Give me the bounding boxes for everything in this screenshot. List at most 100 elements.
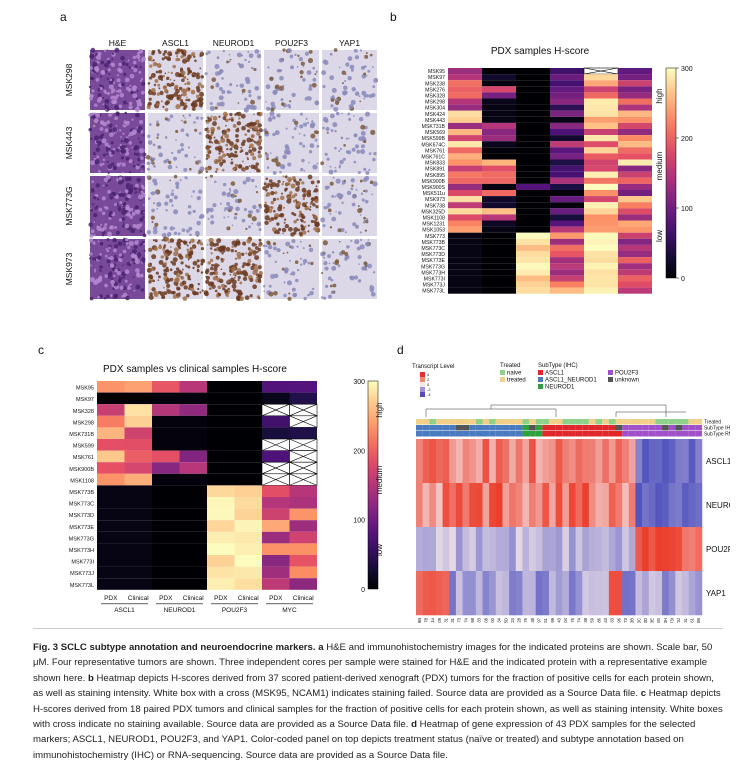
ihc-cell bbox=[349, 64, 355, 70]
ihc-cell bbox=[302, 247, 305, 250]
c-heat-cell bbox=[234, 520, 262, 532]
ihc-cell bbox=[127, 194, 132, 199]
b-colorbar bbox=[665, 67, 677, 279]
c-heat-cell bbox=[152, 520, 180, 532]
ihc-cell bbox=[120, 55, 126, 61]
ihc-cell bbox=[308, 86, 313, 91]
b-heat-cell bbox=[482, 220, 516, 227]
ihc-cell bbox=[363, 189, 366, 193]
ihc-cell bbox=[266, 166, 270, 169]
ihc-cell bbox=[334, 130, 337, 133]
ihc-cell bbox=[114, 225, 118, 230]
c-heat-cell bbox=[262, 531, 290, 544]
ihc-cell bbox=[108, 113, 112, 117]
ihc-cell bbox=[122, 276, 126, 279]
ihc-cell bbox=[152, 226, 158, 231]
ihc-cell bbox=[237, 102, 240, 104]
ihc-cell bbox=[299, 70, 304, 75]
ihc-cell bbox=[339, 159, 344, 165]
ihc-cell bbox=[301, 181, 305, 185]
ihc-cell bbox=[199, 67, 202, 70]
ihc-cell bbox=[235, 112, 239, 115]
d-heat-cell bbox=[522, 571, 530, 616]
ihc-cell bbox=[88, 127, 92, 132]
ihc-cell bbox=[295, 124, 298, 128]
ihc-cell bbox=[365, 268, 368, 271]
d-track-ihc-cell bbox=[502, 425, 510, 431]
ihc-cell bbox=[131, 66, 134, 70]
d-heat-cell bbox=[515, 439, 523, 484]
ihc-cell bbox=[118, 69, 123, 74]
d-track-treated-cell bbox=[582, 419, 589, 425]
ihc-cell bbox=[360, 65, 365, 70]
ihc-cell bbox=[165, 279, 169, 284]
ihc-cell bbox=[151, 60, 153, 62]
ihc-cell bbox=[270, 273, 276, 279]
d-transcript-swatch bbox=[420, 377, 425, 382]
d-heat-cell bbox=[568, 483, 576, 528]
d-heat-cell bbox=[502, 527, 510, 572]
ihc-cell bbox=[175, 185, 180, 189]
ihc-cell bbox=[197, 287, 200, 291]
ihc-cell bbox=[211, 77, 217, 83]
b-heat-cell bbox=[516, 122, 550, 129]
b-heat-cell bbox=[584, 275, 618, 282]
ihc-cell bbox=[156, 133, 160, 137]
d-sample-label: MSK586 bbox=[596, 617, 601, 623]
ihc-cell bbox=[248, 94, 252, 98]
b-heat-cell bbox=[618, 214, 652, 221]
b-heat-cell bbox=[618, 159, 652, 166]
ihc-cell bbox=[248, 122, 252, 126]
ihc-cell bbox=[298, 132, 301, 135]
ihc-cell bbox=[98, 275, 103, 279]
ihc-cell bbox=[102, 121, 107, 127]
ihc-cell bbox=[163, 226, 168, 230]
d-track-treated-cell bbox=[622, 419, 629, 425]
ihc-cell bbox=[254, 49, 260, 54]
ihc-cell bbox=[106, 153, 109, 156]
b-heat-cell bbox=[584, 135, 618, 142]
ihc-cell bbox=[112, 287, 115, 291]
ihc-cell bbox=[234, 274, 237, 277]
c-missing-cross bbox=[261, 403, 290, 417]
ihc-cell bbox=[357, 208, 363, 214]
ihc-cell bbox=[314, 222, 319, 228]
ihc-cell bbox=[158, 87, 161, 90]
ihc-cell bbox=[182, 114, 185, 117]
d-track-treated-cell bbox=[608, 419, 616, 425]
d-sample-label: MSK373 bbox=[457, 617, 462, 623]
b-sample-label: MSK511u bbox=[423, 191, 446, 197]
ihc-cell bbox=[247, 258, 252, 263]
ihc-tile bbox=[320, 111, 377, 175]
ihc-cell bbox=[190, 102, 196, 108]
ihc-cell bbox=[124, 120, 130, 126]
b-heat-cell bbox=[584, 220, 618, 227]
c-heat-cell bbox=[207, 543, 235, 555]
d-heat-cell bbox=[482, 439, 490, 484]
ihc-cell bbox=[282, 154, 287, 160]
ihc-cell bbox=[297, 185, 300, 188]
d-track-ihc-cell bbox=[515, 425, 523, 431]
ihc-cell bbox=[107, 60, 111, 64]
ihc-cell bbox=[247, 158, 249, 161]
ihc-cell bbox=[150, 73, 156, 79]
ihc-cell bbox=[125, 238, 129, 242]
ihc-cell bbox=[234, 194, 237, 198]
d-transcript-swatch bbox=[420, 392, 425, 397]
c-heat-cell bbox=[234, 450, 262, 463]
d-heat-cell bbox=[602, 571, 610, 616]
ihc-cell bbox=[347, 75, 352, 81]
b-heat-cell bbox=[482, 159, 516, 166]
ihc-cell bbox=[133, 289, 136, 292]
ihc-cell bbox=[135, 165, 140, 170]
d-heat-cell bbox=[575, 527, 583, 572]
ihc-cell bbox=[224, 289, 229, 294]
ihc-cell bbox=[293, 227, 299, 233]
ihc-cell bbox=[255, 185, 258, 188]
ihc-cell bbox=[209, 101, 213, 106]
ihc-cell bbox=[172, 83, 175, 85]
ihc-cell bbox=[141, 56, 147, 62]
ihc-cell bbox=[221, 77, 224, 80]
ihc-cell bbox=[270, 107, 275, 112]
ihc-cell bbox=[300, 61, 305, 66]
